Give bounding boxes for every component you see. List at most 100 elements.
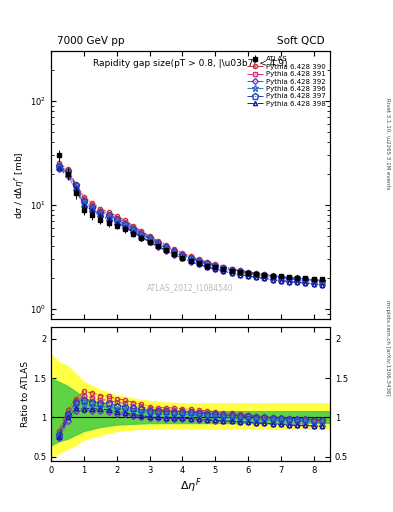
Pythia 6.428 398 xyxy=(188,258,193,264)
Y-axis label: d$\sigma$ / d$\Delta\eta^{F}$ [mb]: d$\sigma$ / d$\Delta\eta^{F}$ [mb] xyxy=(13,151,28,219)
Pythia 6.428 398 xyxy=(213,266,218,272)
Pythia 6.428 392 xyxy=(131,229,136,236)
Pythia 6.428 396 xyxy=(139,232,144,238)
Pythia 6.428 398 xyxy=(262,275,267,282)
Text: Soft QCD: Soft QCD xyxy=(277,36,325,46)
Pythia 6.428 398 xyxy=(279,278,283,284)
Pythia 6.428 392 xyxy=(221,268,226,274)
Pythia 6.428 397 xyxy=(237,268,242,274)
Pythia 6.428 391 xyxy=(114,215,119,221)
Pythia 6.428 391 xyxy=(246,269,250,275)
Pythia 6.428 396 xyxy=(205,262,209,268)
Pythia 6.428 396 xyxy=(180,253,185,259)
Pythia 6.428 396 xyxy=(65,169,70,176)
Pythia 6.428 391 xyxy=(82,196,86,202)
Pythia 6.428 396 xyxy=(270,274,275,281)
Pythia 6.428 391 xyxy=(279,274,283,281)
Pythia 6.428 392 xyxy=(98,213,103,219)
Pythia 6.428 391 xyxy=(123,219,127,225)
Pythia 6.428 391 xyxy=(90,202,94,208)
Pythia 6.428 396 xyxy=(73,183,78,189)
Pythia 6.428 390 xyxy=(139,228,144,234)
Pythia 6.428 397 xyxy=(303,276,308,282)
Pythia 6.428 398 xyxy=(205,264,209,270)
Pythia 6.428 391 xyxy=(262,272,267,278)
Pythia 6.428 396 xyxy=(279,275,283,281)
Pythia 6.428 397 xyxy=(320,278,324,284)
Pythia 6.428 398 xyxy=(246,273,250,279)
Pythia 6.428 397 xyxy=(131,225,136,231)
Pythia 6.428 391 xyxy=(155,239,160,245)
Pythia 6.428 392 xyxy=(73,186,78,193)
Pythia 6.428 391 xyxy=(205,260,209,266)
Pythia 6.428 390 xyxy=(279,273,283,280)
Pythia 6.428 391 xyxy=(303,277,308,283)
Pythia 6.428 392 xyxy=(139,234,144,241)
Pythia 6.428 392 xyxy=(279,278,283,284)
Pythia 6.428 396 xyxy=(237,269,242,275)
Pythia 6.428 391 xyxy=(311,278,316,284)
Pythia 6.428 390 xyxy=(320,278,324,284)
Pythia 6.428 392 xyxy=(262,275,267,282)
Pythia 6.428 397 xyxy=(295,275,299,282)
Pythia 6.428 392 xyxy=(229,270,234,276)
Pythia 6.428 391 xyxy=(180,251,185,257)
Text: mcplots.cern.ch [arXiv:1306.3436]: mcplots.cern.ch [arXiv:1306.3436] xyxy=(385,301,390,396)
Pythia 6.428 397 xyxy=(106,212,111,219)
Pythia 6.428 390 xyxy=(254,270,259,276)
Pythia 6.428 396 xyxy=(229,268,234,274)
Line: Pythia 6.428 391: Pythia 6.428 391 xyxy=(57,163,324,283)
Pythia 6.428 391 xyxy=(106,211,111,217)
Pythia 6.428 391 xyxy=(147,234,152,240)
Pythia 6.428 391 xyxy=(172,247,176,253)
Pythia 6.428 390 xyxy=(295,275,299,282)
Pythia 6.428 390 xyxy=(311,277,316,283)
Pythia 6.428 396 xyxy=(163,245,168,251)
Pythia 6.428 397 xyxy=(147,235,152,241)
Pythia 6.428 390 xyxy=(270,272,275,279)
Y-axis label: Ratio to ATLAS: Ratio to ATLAS xyxy=(21,361,30,427)
Pythia 6.428 396 xyxy=(287,276,292,282)
Pythia 6.428 390 xyxy=(172,246,176,252)
Pythia 6.428 398 xyxy=(221,268,226,274)
Pythia 6.428 396 xyxy=(320,279,324,285)
Pythia 6.428 391 xyxy=(65,168,70,175)
Pythia 6.428 397 xyxy=(155,240,160,246)
Line: Pythia 6.428 390: Pythia 6.428 390 xyxy=(57,161,324,283)
Pythia 6.428 396 xyxy=(303,278,308,284)
Pythia 6.428 396 xyxy=(262,273,267,279)
Pythia 6.428 398 xyxy=(229,270,234,276)
Pythia 6.428 390 xyxy=(98,205,103,211)
Pythia 6.428 396 xyxy=(188,256,193,262)
Pythia 6.428 398 xyxy=(57,165,62,172)
Pythia 6.428 391 xyxy=(196,257,201,263)
Pythia 6.428 391 xyxy=(237,268,242,274)
Pythia 6.428 397 xyxy=(139,230,144,237)
Pythia 6.428 397 xyxy=(221,265,226,271)
Pythia 6.428 397 xyxy=(196,258,201,264)
Pythia 6.428 392 xyxy=(295,279,299,285)
Pythia 6.428 391 xyxy=(163,243,168,249)
Pythia 6.428 398 xyxy=(106,216,111,222)
Pythia 6.428 390 xyxy=(82,194,86,200)
Pythia 6.428 397 xyxy=(114,216,119,222)
Pythia 6.428 391 xyxy=(139,229,144,236)
Line: Pythia 6.428 392: Pythia 6.428 392 xyxy=(57,167,324,287)
Pythia 6.428 396 xyxy=(246,271,250,277)
Line: Pythia 6.428 398: Pythia 6.428 398 xyxy=(57,166,324,287)
Pythia 6.428 397 xyxy=(163,244,168,250)
Pythia 6.428 390 xyxy=(213,261,218,267)
Pythia 6.428 390 xyxy=(287,274,292,281)
Pythia 6.428 397 xyxy=(246,269,250,275)
Pythia 6.428 392 xyxy=(213,266,218,272)
Pythia 6.428 396 xyxy=(82,200,86,206)
Pythia 6.428 391 xyxy=(221,264,226,270)
Pythia 6.428 390 xyxy=(246,269,250,275)
Pythia 6.428 390 xyxy=(131,223,136,229)
X-axis label: $\Delta\eta^{F}$: $\Delta\eta^{F}$ xyxy=(180,476,202,495)
Pythia 6.428 398 xyxy=(320,282,324,288)
Pythia 6.428 390 xyxy=(90,200,94,206)
Pythia 6.428 398 xyxy=(295,279,299,285)
Pythia 6.428 398 xyxy=(147,239,152,245)
Pythia 6.428 390 xyxy=(114,213,119,219)
